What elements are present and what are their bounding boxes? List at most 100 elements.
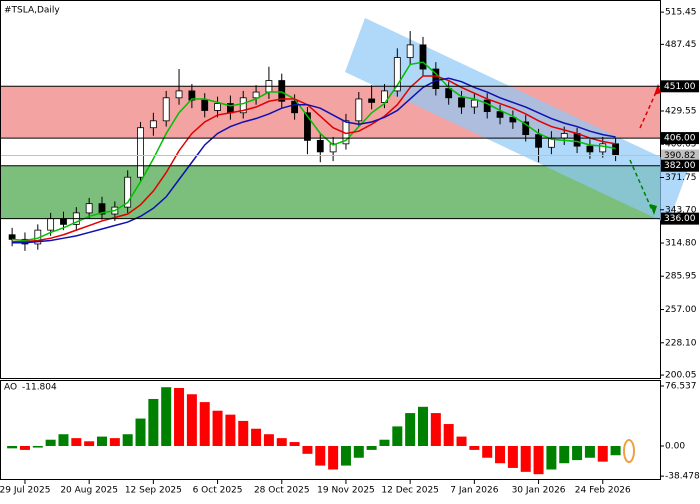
candle-body <box>393 57 401 92</box>
y-tick-label: 257.00 <box>665 305 697 315</box>
candle-body <box>278 80 286 102</box>
x-tick-label: 28 Oct 2025 <box>254 486 310 496</box>
candle-body <box>522 121 530 136</box>
ao-bar <box>559 445 570 464</box>
ao-bar <box>45 439 56 446</box>
y-tick-label: 487.45 <box>665 40 697 50</box>
x-tick-label: 12 Dec 2025 <box>381 486 439 496</box>
ao-bar <box>109 438 120 446</box>
ao-bar <box>379 439 390 446</box>
ao-bar <box>353 445 364 458</box>
chart-title: #TSLA,Daily <box>4 6 60 16</box>
candle-body <box>47 218 55 231</box>
candle-body <box>470 99 478 108</box>
ao-bar <box>238 420 249 446</box>
candle-body <box>368 98 376 103</box>
candle-body <box>445 88 453 99</box>
x-tick-label: 24 Feb 2026 <box>575 486 631 496</box>
candle-body <box>188 90 196 101</box>
ao-bar <box>456 436 467 446</box>
candle-body <box>175 90 183 99</box>
candle-body <box>483 99 491 113</box>
ao-bar <box>7 445 18 449</box>
ao-bar <box>507 445 518 468</box>
candle-body <box>599 143 607 153</box>
moving-average <box>12 77 616 244</box>
ao-bar <box>482 445 493 458</box>
ao-bar <box>572 445 583 461</box>
candle-body <box>432 68 440 90</box>
ao-bar <box>212 410 223 446</box>
ao-bar <box>251 428 262 446</box>
x-tick-label: 19 Nov 2025 <box>317 486 375 496</box>
y-tick-label: 343.70 <box>665 205 697 215</box>
candle-body <box>149 120 157 129</box>
candle-body <box>124 176 132 208</box>
ao-bar <box>161 387 172 446</box>
x-tick-label: 7 Jan 2026 <box>450 486 498 496</box>
ao-bar <box>186 394 197 446</box>
x-tick-label: 6 Oct 2025 <box>193 486 243 496</box>
y-tick-label: 200.05 <box>665 371 697 381</box>
candle-body <box>162 97 170 122</box>
ao-value: -11.804 <box>22 383 57 393</box>
ao-bar <box>366 445 377 450</box>
candle-body <box>214 103 221 111</box>
candle-body <box>419 44 427 70</box>
ao-bar <box>32 445 43 448</box>
candle-body <box>496 111 504 118</box>
y-tick-label: 429.55 <box>665 106 697 116</box>
ao-bar <box>263 434 274 446</box>
y-tick-label: 314.80 <box>665 239 697 249</box>
ao-bar <box>71 438 82 446</box>
zone <box>1 165 660 219</box>
level-box <box>661 132 699 145</box>
ao-title: AO <box>4 383 17 393</box>
y-tick-label: -38.478 <box>665 472 700 482</box>
ao-bar <box>340 445 351 466</box>
candle-body <box>329 143 337 153</box>
ao-bar <box>495 445 506 464</box>
ao-bar <box>148 398 159 446</box>
candle-body <box>137 127 144 178</box>
y-tick-label: 0.00 <box>665 441 685 451</box>
level-label: 406.00 <box>664 134 696 144</box>
candle-body <box>355 98 363 122</box>
level-label: 451.00 <box>664 82 696 92</box>
ao-bar <box>584 445 595 458</box>
y-tick-label: 76.537 <box>665 382 697 392</box>
ao-bar <box>405 413 416 446</box>
candle-body <box>586 145 594 153</box>
candle-body <box>304 112 311 141</box>
y-tick-label: 515.45 <box>665 8 697 18</box>
ao-bar <box>430 413 441 446</box>
x-tick-label: 30 Jan 2026 <box>512 486 566 496</box>
candle-body <box>98 203 106 215</box>
candle-body <box>509 116 517 123</box>
ao-bar <box>174 387 185 446</box>
candle-body <box>291 100 299 114</box>
ao-bar <box>58 434 69 446</box>
level-label: 336.00 <box>664 214 696 224</box>
candle-body <box>85 203 93 214</box>
ao-bar <box>597 445 608 462</box>
y-tick-label: 228.10 <box>665 338 697 348</box>
y-tick-label: 371.75 <box>665 173 697 183</box>
ao-bar <box>276 438 287 446</box>
ao-bar <box>135 418 146 446</box>
ao-bar <box>328 445 339 470</box>
ao-bar <box>19 445 30 450</box>
level-box <box>661 212 699 225</box>
ao-bar <box>84 441 95 446</box>
ao-bar <box>302 445 313 454</box>
candle-body <box>60 218 67 225</box>
candle-body <box>458 97 465 108</box>
candle-body <box>316 139 324 153</box>
candle-body <box>8 234 16 240</box>
candle-body <box>612 143 619 156</box>
level-label: 382.00 <box>664 161 696 171</box>
ao-bar <box>418 406 428 446</box>
ao-bar <box>392 426 403 446</box>
candle-body <box>239 97 247 114</box>
